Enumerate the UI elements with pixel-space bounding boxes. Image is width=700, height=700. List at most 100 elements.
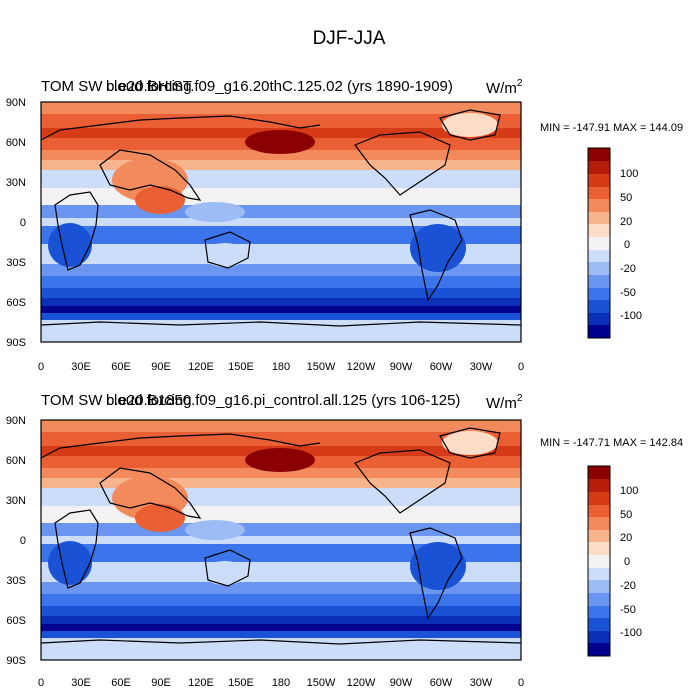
colorbar-swatch [588, 580, 610, 593]
panel-2-units-base: W/m [486, 395, 517, 412]
panel-2-title-a: TOM SW cloud forcing [41, 392, 192, 409]
colorbar-label: -100 [620, 627, 642, 639]
panel-1-ytick: 30S [6, 257, 26, 269]
panel-2-ytick: 90S [6, 655, 26, 667]
panel-2-ytick: 90N [6, 415, 26, 427]
colorbar-swatch [588, 643, 610, 656]
panel-2-coastlines [41, 427, 521, 645]
colorbar-label: -50 [620, 604, 636, 616]
panel-1-units-exp: 2 [517, 78, 523, 89]
panel-1-xtick: 60E [111, 361, 131, 373]
panel-1-xtick: 0 [518, 361, 524, 373]
colorbar-label: 100 [620, 168, 638, 180]
panel-1-xtick: 150E [228, 361, 254, 373]
colorbar-label: -20 [620, 263, 636, 275]
panel-1-xtick: 120E [188, 361, 214, 373]
colorbar-label: -50 [620, 287, 636, 299]
colorbar-swatch [588, 492, 610, 505]
panel-1-ytick: 30N [6, 177, 26, 189]
colorbar-swatch [588, 504, 610, 517]
panel-1-xtick: 60W [430, 361, 453, 373]
panel-2-xtick: 120E [188, 677, 214, 689]
panel-1-title-a: TOM SW cloud forcing [41, 78, 192, 95]
colorbar-label: -20 [620, 580, 636, 592]
colorbar-swatch [588, 618, 610, 631]
panel-2-xtick: 60W [430, 677, 453, 689]
colorbar-label: -100 [620, 310, 642, 322]
panel-2-xtick: 150E [228, 677, 254, 689]
panel-1-xtick: 120W [347, 361, 376, 373]
colorbar-label: 0 [624, 556, 630, 568]
panel-2-xtick: 120W [347, 677, 376, 689]
panel-2-xtick: 90E [151, 677, 171, 689]
figure-title: DJF-JJA [313, 28, 386, 49]
panel-2-xtick: 90W [390, 677, 413, 689]
panel-2-xtick: 60E [111, 677, 131, 689]
panel-1-units: W/m2 [486, 78, 523, 97]
colorbar-swatch [588, 479, 610, 492]
colorbar-swatch [588, 186, 610, 199]
colorbar-swatch [588, 555, 610, 568]
panel-2-colorbar-segments [588, 466, 610, 656]
panel-2-xtick: 0 [38, 677, 44, 689]
colorbar-swatch [588, 593, 610, 606]
map-panel-2: TOM SW cloud forcing b.e20.B1850.f09_g16… [6, 392, 683, 689]
colorbar-label: 50 [620, 192, 632, 204]
panel-2-colorbar: 100 50 20 0 -20 -50 -100 [587, 465, 642, 657]
panel-2-ytick: 0 [20, 535, 26, 547]
map-panel-1: TOM SW cloud forcing b.e20.BHIST.f09_g16… [6, 78, 683, 373]
colorbar-label: 20 [620, 532, 632, 544]
colorbar-swatch [588, 287, 610, 300]
panel-1-xtick: 30E [71, 361, 91, 373]
colorbar-swatch [588, 237, 610, 250]
panel-1-xtick: 90W [390, 361, 413, 373]
panel-1-coastlines [41, 109, 521, 327]
panel-1-field [41, 102, 521, 342]
panel-1-colorbar-segments [588, 148, 610, 338]
colorbar-swatch [588, 275, 610, 288]
panel-1-ytick: 60S [6, 297, 26, 309]
panel-2-field [41, 420, 521, 660]
colorbar-label: 0 [624, 239, 630, 251]
panel-1-xtick: 150W [307, 361, 336, 373]
panel-2-xtick: 30W [470, 677, 493, 689]
colorbar-swatch [588, 567, 610, 580]
panel-2-title-b: b.e20.B1850.f09_g16.pi_control.all.125 (… [106, 392, 460, 409]
colorbar-swatch [588, 262, 610, 275]
colorbar-swatch [588, 312, 610, 325]
colorbar-swatch [588, 224, 610, 237]
panel-1-units-base: W/m [486, 80, 517, 97]
colorbar-swatch [588, 148, 610, 161]
colorbar-swatch [588, 325, 610, 338]
panel-2-ytick: 30N [6, 495, 26, 507]
colorbar-swatch [588, 529, 610, 542]
colorbar-swatch [588, 199, 610, 212]
colorbar-swatch [588, 517, 610, 530]
colorbar-label: 50 [620, 509, 632, 521]
colorbar-label: 100 [620, 485, 638, 497]
panel-2-units: W/m2 [486, 393, 523, 412]
panel-2-stats: MIN = -147.71 MAX = 142.84 [540, 437, 683, 449]
panel-1-y-ticklabels: 90N 60N 30N 0 30S 60S 90S [6, 97, 26, 349]
panel-2-ytick: 60N [6, 455, 26, 467]
panel-1-title-b: b.e20.BHIST.f09_g16.20thC.125.02 (yrs 18… [106, 78, 453, 95]
colorbar-swatch [588, 466, 610, 479]
panel-1-ytick: 0 [20, 217, 26, 229]
panel-2-units-exp: 2 [517, 393, 523, 404]
colorbar-swatch [588, 605, 610, 618]
colorbar-swatch [588, 630, 610, 643]
panel-1-stats: MIN = -147.91 MAX = 144.09 [540, 122, 683, 134]
panel-2-xtick: 30E [71, 677, 91, 689]
colorbar-label: 20 [620, 216, 632, 228]
panel-1-ytick: 60N [6, 137, 26, 149]
colorbar-swatch [588, 161, 610, 174]
panel-2-xtick: 180 [272, 677, 290, 689]
panel-1-xtick: 30W [470, 361, 493, 373]
panel-2-ytick: 60S [6, 615, 26, 627]
panel-1-xtick: 90E [151, 361, 171, 373]
panel-1-x-ticklabels: 0 30E 60E 90E 120E 150E 180 150W 120W 90… [38, 361, 524, 373]
colorbar-swatch [588, 300, 610, 313]
panel-2-xtick: 150W [307, 677, 336, 689]
panel-1-frame [40, 101, 522, 343]
